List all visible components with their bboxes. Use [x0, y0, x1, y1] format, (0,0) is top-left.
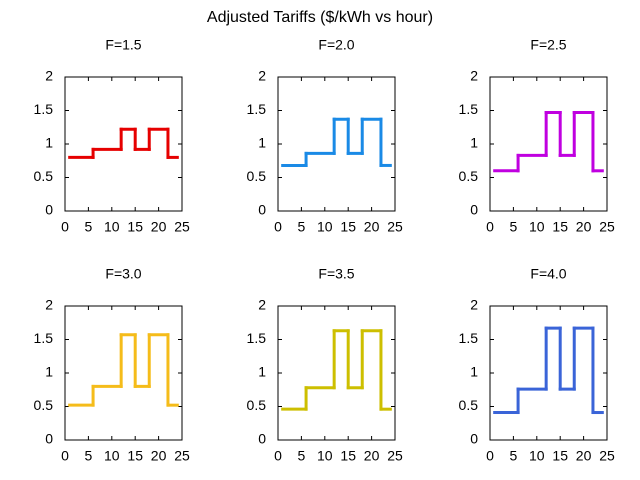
x-tick-label: 10 — [529, 448, 545, 464]
plot-frame — [64, 76, 183, 212]
x-tick-label: 20 — [364, 448, 380, 464]
y-tick-label: 1 — [258, 135, 266, 151]
x-tick-label: 5 — [298, 219, 306, 235]
plot-frame — [489, 76, 608, 212]
y-tick-label: 0.5 — [34, 397, 54, 413]
subplot-title: F=1.5 — [105, 37, 141, 53]
subplot: F=4.000.511.520 5 10 15 20 25 — [459, 266, 615, 464]
x-tick-label: 15 — [340, 219, 356, 235]
x-tick-label: 25 — [387, 448, 403, 464]
x-tick-label: 10 — [317, 448, 333, 464]
x-tick-label: 15 — [552, 448, 568, 464]
y-tick-label: 2 — [45, 68, 53, 84]
x-tick-label: 25 — [387, 219, 403, 235]
x-tick-label: 25 — [174, 448, 190, 464]
y-tick-label: 1.5 — [34, 101, 54, 117]
x-tick-label: 15 — [340, 448, 356, 464]
plot-frame — [64, 305, 183, 441]
y-tick-label: 1 — [470, 364, 478, 380]
x-tick-label: 5 — [510, 448, 518, 464]
y-tick-label: 1 — [45, 135, 53, 151]
x-tick-label: 5 — [298, 448, 306, 464]
subplot-title: F=2.5 — [530, 37, 566, 53]
x-tick-label: 0 — [274, 448, 282, 464]
y-tick-label: 1 — [45, 364, 53, 380]
y-tick-label: 1 — [470, 135, 478, 151]
x-tick-label: 5 — [85, 219, 93, 235]
x-tick-label: 20 — [151, 219, 167, 235]
y-tick-label: 2 — [470, 68, 478, 84]
y-tick-label: 0.5 — [247, 397, 267, 413]
y-tick-label: 0 — [258, 202, 266, 218]
y-tick-label: 2 — [258, 297, 266, 313]
x-tick-label: 0 — [486, 448, 494, 464]
subplot: F=3.500.511.520 5 10 15 20 25 — [247, 266, 403, 464]
y-tick-label: 0 — [470, 202, 478, 218]
y-tick-label: 0.5 — [34, 168, 54, 184]
subplot: F=2.000.511.520 5 10 15 20 25 — [247, 37, 403, 235]
subplot-title: F=4.0 — [530, 266, 566, 282]
x-tick-label: 20 — [576, 219, 592, 235]
plot-frame — [277, 305, 396, 441]
x-tick-label: 0 — [486, 219, 494, 235]
y-tick-label: 1.5 — [34, 330, 54, 346]
x-tick-label: 10 — [317, 219, 333, 235]
y-tick-label: 0.5 — [247, 168, 267, 184]
subplot-title: F=3.5 — [318, 266, 354, 282]
x-tick-label: 5 — [85, 448, 93, 464]
y-tick-label: 0 — [470, 431, 478, 447]
x-tick-label: 0 — [274, 219, 282, 235]
y-tick-label: 2 — [470, 297, 478, 313]
plot-frame — [277, 76, 396, 212]
plot-frame — [489, 305, 608, 441]
x-tick-label: 10 — [104, 219, 120, 235]
x-tick-label: 20 — [151, 448, 167, 464]
y-tick-label: 2 — [45, 297, 53, 313]
subplot: F=1.500.511.520 5 10 15 20 25 — [34, 37, 190, 235]
x-tick-label: 15 — [552, 219, 568, 235]
x-tick-label: 0 — [61, 219, 69, 235]
y-tick-label: 2 — [258, 68, 266, 84]
y-tick-label: 0 — [45, 431, 53, 447]
x-tick-label: 5 — [510, 219, 518, 235]
y-tick-label: 0.5 — [459, 397, 479, 413]
y-tick-label: 1.5 — [247, 101, 267, 117]
y-tick-label: 1.5 — [459, 330, 479, 346]
subplot-title: F=3.0 — [105, 266, 141, 282]
x-tick-label: 25 — [599, 448, 615, 464]
x-tick-label: 0 — [61, 448, 69, 464]
x-tick-label: 15 — [127, 448, 143, 464]
x-tick-label: 10 — [104, 448, 120, 464]
y-tick-label: 0 — [258, 431, 266, 447]
x-tick-label: 25 — [599, 219, 615, 235]
figure-title: Adjusted Tariffs ($/kWh vs hour) — [207, 9, 433, 26]
y-tick-label: 0 — [45, 202, 53, 218]
y-tick-label: 1.5 — [247, 330, 267, 346]
subplot: F=2.500.511.520 5 10 15 20 25 — [459, 37, 615, 235]
x-tick-label: 25 — [174, 219, 190, 235]
x-tick-label: 15 — [127, 219, 143, 235]
subplot-title: F=2.0 — [318, 37, 354, 53]
x-tick-label: 20 — [364, 219, 380, 235]
subplot: F=3.000.511.520 5 10 15 20 25 — [34, 266, 190, 464]
x-tick-label: 20 — [576, 448, 592, 464]
y-tick-label: 0.5 — [459, 168, 479, 184]
x-tick-label: 10 — [529, 219, 545, 235]
y-tick-label: 1.5 — [459, 101, 479, 117]
y-tick-label: 1 — [258, 364, 266, 380]
